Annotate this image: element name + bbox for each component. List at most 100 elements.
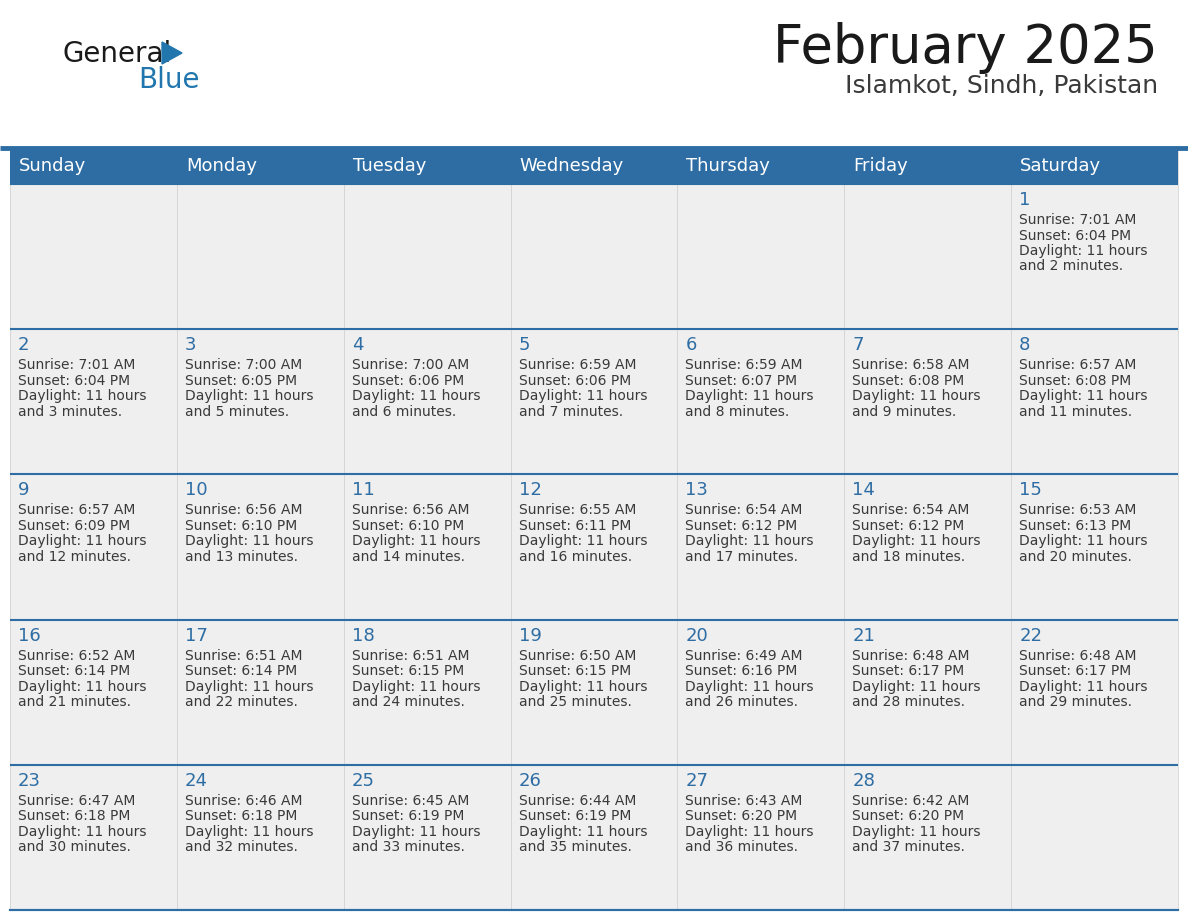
Text: and 18 minutes.: and 18 minutes. [852, 550, 966, 564]
Bar [1011, 330, 1178, 475]
Text: Daylight: 11 hours: Daylight: 11 hours [852, 824, 981, 839]
Polygon shape [162, 42, 182, 64]
Text: Daylight: 11 hours: Daylight: 11 hours [1019, 244, 1148, 258]
Text: Sunset: 6:17 PM: Sunset: 6:17 PM [852, 664, 965, 678]
Bar [343, 765, 511, 910]
Text: Blue: Blue [138, 66, 200, 94]
Text: and 28 minutes.: and 28 minutes. [852, 695, 966, 709]
Text: and 9 minutes.: and 9 minutes. [852, 405, 956, 419]
Text: Tuesday: Tuesday [353, 157, 426, 175]
Bar [343, 475, 511, 620]
Text: Sunset: 6:06 PM: Sunset: 6:06 PM [352, 374, 465, 387]
Text: Daylight: 11 hours: Daylight: 11 hours [1019, 679, 1148, 694]
Text: Sunrise: 6:48 AM: Sunrise: 6:48 AM [852, 649, 969, 663]
Bar [511, 620, 677, 765]
Text: 6: 6 [685, 336, 697, 354]
Text: Sunset: 6:09 PM: Sunset: 6:09 PM [18, 519, 131, 533]
Text: 23: 23 [18, 772, 42, 789]
Text: Daylight: 11 hours: Daylight: 11 hours [352, 389, 480, 403]
Text: and 8 minutes.: and 8 minutes. [685, 405, 790, 419]
Text: and 35 minutes.: and 35 minutes. [519, 840, 632, 855]
Text: Sunrise: 6:49 AM: Sunrise: 6:49 AM [685, 649, 803, 663]
Bar [845, 765, 1011, 910]
Text: Sunset: 6:15 PM: Sunset: 6:15 PM [352, 664, 465, 678]
Text: Sunrise: 6:48 AM: Sunrise: 6:48 AM [1019, 649, 1137, 663]
Text: Sunrise: 6:54 AM: Sunrise: 6:54 AM [852, 503, 969, 518]
Text: Sunset: 6:14 PM: Sunset: 6:14 PM [18, 664, 131, 678]
Bar [10, 330, 177, 475]
Text: Sunset: 6:12 PM: Sunset: 6:12 PM [852, 519, 965, 533]
Text: Friday: Friday [853, 157, 908, 175]
Bar [177, 184, 343, 330]
Text: Daylight: 11 hours: Daylight: 11 hours [1019, 534, 1148, 548]
Text: and 6 minutes.: and 6 minutes. [352, 405, 456, 419]
Text: Daylight: 11 hours: Daylight: 11 hours [685, 824, 814, 839]
Text: 18: 18 [352, 627, 374, 644]
Text: Sunrise: 6:51 AM: Sunrise: 6:51 AM [352, 649, 469, 663]
Bar [845, 475, 1011, 620]
Bar [845, 620, 1011, 765]
Text: Sunset: 6:11 PM: Sunset: 6:11 PM [519, 519, 631, 533]
Text: Islamkot, Sindh, Pakistan: Islamkot, Sindh, Pakistan [845, 74, 1158, 98]
Text: and 33 minutes.: and 33 minutes. [352, 840, 465, 855]
Text: 8: 8 [1019, 336, 1030, 354]
Text: Sunset: 6:19 PM: Sunset: 6:19 PM [352, 810, 465, 823]
Bar [177, 475, 343, 620]
Text: Daylight: 11 hours: Daylight: 11 hours [18, 534, 146, 548]
Bar [511, 330, 677, 475]
Text: 11: 11 [352, 481, 374, 499]
Text: Sunrise: 6:50 AM: Sunrise: 6:50 AM [519, 649, 636, 663]
Bar [10, 765, 177, 910]
Bar [1011, 148, 1178, 184]
Bar [343, 148, 511, 184]
Text: Sunset: 6:08 PM: Sunset: 6:08 PM [852, 374, 965, 387]
Text: and 22 minutes.: and 22 minutes. [185, 695, 298, 709]
Bar [511, 765, 677, 910]
Text: Sunset: 6:04 PM: Sunset: 6:04 PM [1019, 229, 1131, 242]
Text: Sunrise: 6:56 AM: Sunrise: 6:56 AM [185, 503, 303, 518]
Text: and 25 minutes.: and 25 minutes. [519, 695, 632, 709]
Text: Sunrise: 6:52 AM: Sunrise: 6:52 AM [18, 649, 135, 663]
Text: Daylight: 11 hours: Daylight: 11 hours [852, 389, 981, 403]
Text: 9: 9 [18, 481, 30, 499]
Text: February 2025: February 2025 [773, 22, 1158, 74]
Bar [343, 184, 511, 330]
Text: Sunrise: 6:55 AM: Sunrise: 6:55 AM [519, 503, 636, 518]
Text: Daylight: 11 hours: Daylight: 11 hours [18, 679, 146, 694]
Text: 5: 5 [519, 336, 530, 354]
Text: and 3 minutes.: and 3 minutes. [18, 405, 122, 419]
Text: and 30 minutes.: and 30 minutes. [18, 840, 131, 855]
Text: Daylight: 11 hours: Daylight: 11 hours [519, 824, 647, 839]
Text: and 16 minutes.: and 16 minutes. [519, 550, 632, 564]
Text: Saturday: Saturday [1020, 157, 1101, 175]
Text: General: General [62, 40, 171, 68]
Text: Monday: Monday [185, 157, 257, 175]
Text: Sunrise: 6:53 AM: Sunrise: 6:53 AM [1019, 503, 1137, 518]
Bar [677, 330, 845, 475]
Text: Sunrise: 7:01 AM: Sunrise: 7:01 AM [18, 358, 135, 372]
Bar [677, 184, 845, 330]
Bar [10, 148, 177, 184]
Text: Daylight: 11 hours: Daylight: 11 hours [519, 679, 647, 694]
Text: Sunrise: 6:57 AM: Sunrise: 6:57 AM [18, 503, 135, 518]
Bar [511, 475, 677, 620]
Text: and 12 minutes.: and 12 minutes. [18, 550, 131, 564]
Bar [10, 184, 177, 330]
Text: Daylight: 11 hours: Daylight: 11 hours [685, 389, 814, 403]
Text: Daylight: 11 hours: Daylight: 11 hours [185, 389, 314, 403]
Text: and 21 minutes.: and 21 minutes. [18, 695, 131, 709]
Text: 17: 17 [185, 627, 208, 644]
Bar [343, 620, 511, 765]
Text: 15: 15 [1019, 481, 1042, 499]
Text: Sunset: 6:05 PM: Sunset: 6:05 PM [185, 374, 297, 387]
Text: Sunset: 6:10 PM: Sunset: 6:10 PM [352, 519, 465, 533]
Text: 19: 19 [519, 627, 542, 644]
Text: Sunset: 6:20 PM: Sunset: 6:20 PM [685, 810, 797, 823]
Text: Daylight: 11 hours: Daylight: 11 hours [352, 824, 480, 839]
Text: Thursday: Thursday [687, 157, 770, 175]
Text: Daylight: 11 hours: Daylight: 11 hours [519, 534, 647, 548]
Text: Sunrise: 6:47 AM: Sunrise: 6:47 AM [18, 794, 135, 808]
Text: Daylight: 11 hours: Daylight: 11 hours [185, 534, 314, 548]
Bar [511, 148, 677, 184]
Text: 7: 7 [852, 336, 864, 354]
